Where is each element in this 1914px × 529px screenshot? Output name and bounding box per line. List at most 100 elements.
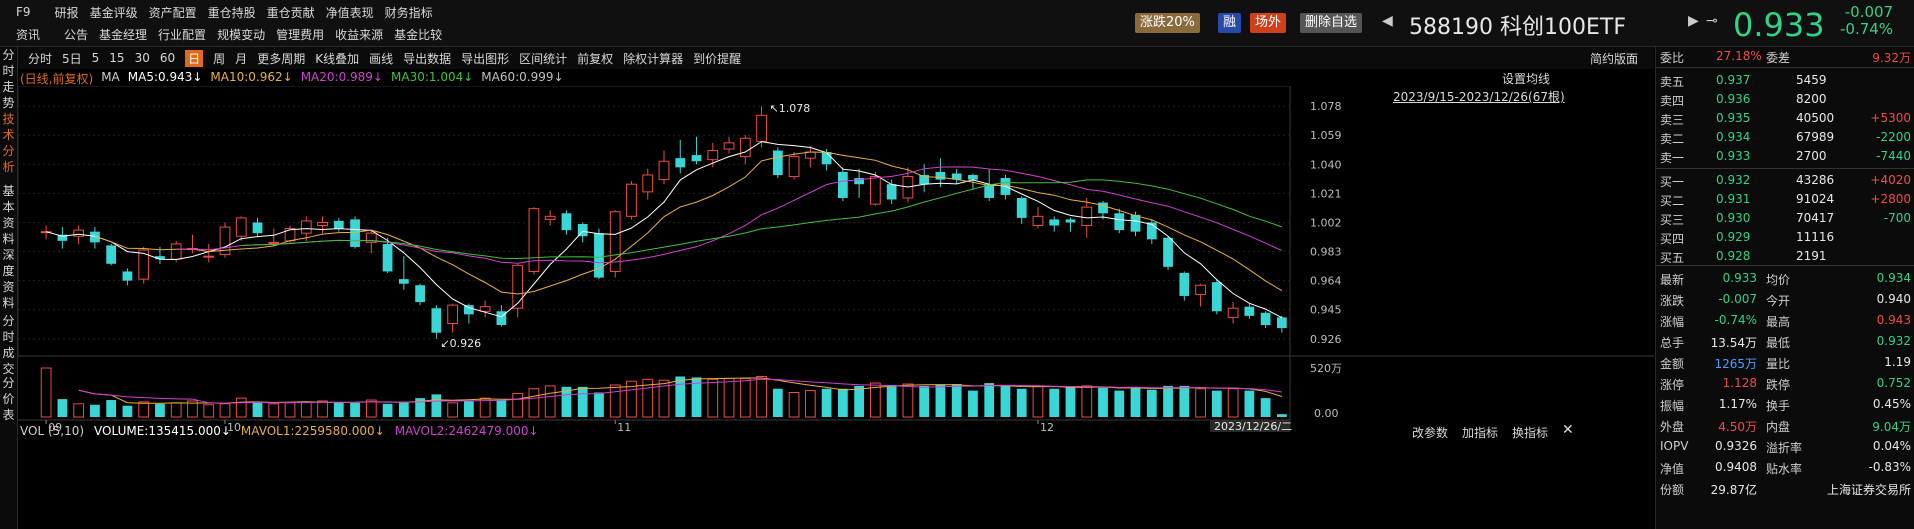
- change-params-button[interactable]: 改参数: [1412, 426, 1449, 440]
- tool-item[interactable]: 更多周期: [257, 51, 306, 66]
- volume-bar-up: [1032, 385, 1044, 418]
- ma30-line: [241, 179, 1283, 260]
- menu-item[interactable]: 管理费用: [276, 27, 325, 42]
- volume-value: VOLUME:135415.000↓: [94, 424, 231, 438]
- tool-item[interactable]: 5日: [62, 51, 82, 66]
- stat-value: 29.87亿: [1710, 483, 1757, 497]
- menu-item[interactable]: 重仓持股: [207, 5, 256, 20]
- security-code: 588190: [1409, 15, 1493, 40]
- tool-item[interactable]: 导出图形: [461, 51, 510, 66]
- volume-bars: 520万 0.00: [40, 362, 1342, 420]
- candle-body-down: [1114, 213, 1125, 231]
- nav-basic-info[interactable]: 基本资料: [2, 184, 15, 246]
- next-arrow-icon[interactable]: ▶: [1688, 13, 1699, 29]
- price-axis: 1.078 1.059 1.040 1.021 1.002 0.983 0.964 0.945…: [1310, 100, 1342, 346]
- volume-bar-up: [512, 392, 524, 418]
- tool-item[interactable]: 5: [91, 51, 100, 65]
- otc-tag[interactable]: 场外: [1250, 13, 1287, 33]
- stat-label: 振幅: [1660, 399, 1685, 413]
- nav-price-table[interactable]: 分价表: [2, 376, 15, 422]
- tool-item[interactable]: 月: [235, 51, 248, 66]
- menu-item[interactable]: F9: [16, 5, 31, 19]
- tool-item[interactable]: 60: [159, 51, 176, 65]
- kline-chart[interactable]: ↖1.078 ↙0.926 1.078 1.059 1.040 1.021 1.002 0.…: [18, 86, 1654, 529]
- price-change-block: -0.007 -0.74%: [1840, 4, 1893, 38]
- tool-item[interactable]: 区间统计: [519, 51, 568, 66]
- candle-body-up: [658, 160, 670, 181]
- menu-item[interactable]: 研报: [54, 5, 79, 20]
- volume-bar-down: [1049, 388, 1060, 417]
- stat-value: 1.19: [1884, 355, 1911, 369]
- volume-bar-down: [772, 388, 783, 417]
- candle-body-down: [577, 224, 588, 237]
- simple-layout-button[interactable]: 简约版面: [1590, 52, 1639, 66]
- candle-body-up: [235, 217, 247, 237]
- pin-icon[interactable]: ⊸: [1706, 13, 1718, 29]
- menu-item[interactable]: 行业配置: [158, 27, 207, 42]
- menu-item[interactable]: 基金评级: [89, 5, 138, 20]
- bid-change: +4020: [1870, 173, 1911, 187]
- volume-bar-down: [968, 390, 978, 417]
- volume-bar-down: [1211, 390, 1222, 417]
- ma-settings-button[interactable]: 设置均线: [1502, 72, 1551, 86]
- limit-tag[interactable]: 涨跌20%: [1135, 13, 1200, 33]
- ma-lines: ↖1.078 ↙0.926: [45, 102, 1283, 350]
- menu-item[interactable]: 基金比较: [394, 27, 443, 42]
- candle-body-down: [1163, 237, 1173, 267]
- tool-item[interactable]: 画线: [369, 51, 394, 66]
- volume-bar-down: [1114, 390, 1125, 417]
- bid-change: -700: [1883, 211, 1911, 225]
- price-tick: 1.040: [1310, 158, 1342, 171]
- swap-indicator-button[interactable]: 换指标: [1512, 426, 1549, 440]
- menu-item[interactable]: 资讯: [16, 27, 41, 42]
- menu-item[interactable]: 公告: [64, 27, 89, 42]
- volume-bar-down: [935, 384, 946, 417]
- nav-deep-info[interactable]: 深度资料: [2, 248, 15, 310]
- tool-item[interactable]: 分时: [28, 51, 53, 66]
- menu-item[interactable]: 财务指标: [384, 5, 433, 20]
- nav-intraday-trades[interactable]: 分时成交: [2, 314, 15, 376]
- volume-bar-down: [837, 388, 848, 417]
- stat-value: 0.943: [1876, 313, 1911, 327]
- menu-item[interactable]: 净值表现: [325, 5, 374, 20]
- candle-body-down: [1260, 312, 1271, 326]
- candle-body-down: [886, 184, 897, 200]
- nav-technical[interactable]: 技术分析: [2, 112, 15, 174]
- ma-legend: (日线,前复权) MA MA5:0.943↓ MA10:0.962↓ MA20:…: [20, 70, 572, 86]
- tool-item[interactable]: K线叠加: [315, 51, 360, 66]
- ask-volume: 67989: [1796, 130, 1835, 144]
- candle-body-down: [398, 279, 409, 284]
- remove-watchlist-button[interactable]: 删除自选: [1300, 13, 1363, 33]
- tool-item[interactable]: 30: [134, 51, 150, 65]
- menu-item[interactable]: 收益来源: [335, 27, 384, 42]
- tool-item[interactable]: 除权计算器: [623, 51, 684, 66]
- stat-label: 总手: [1660, 336, 1685, 350]
- tool-item[interactable]: 到价提醒: [693, 51, 742, 66]
- candle-body-up: [365, 232, 377, 243]
- menu-item[interactable]: 资产配置: [148, 5, 197, 20]
- bid-volume: 2191: [1796, 249, 1827, 263]
- ask-label: 卖二: [1660, 132, 1685, 146]
- stat-label: 贴水率: [1766, 462, 1803, 476]
- candle-body-up: [544, 215, 556, 220]
- close-icon[interactable]: ✕: [1562, 422, 1574, 438]
- volume-bar-up: [626, 380, 637, 418]
- price-tick: 1.078: [1310, 100, 1342, 113]
- menu-item[interactable]: 基金经理: [99, 27, 148, 42]
- tool-item-daily-active[interactable]: 日: [185, 49, 204, 67]
- menu-item[interactable]: 规模变动: [217, 27, 266, 42]
- candle-body-up: [219, 226, 231, 256]
- tool-item[interactable]: 导出数据: [403, 51, 452, 66]
- add-indicator-button[interactable]: 加指标: [1462, 426, 1499, 440]
- prev-arrow-icon[interactable]: ◀: [1382, 13, 1393, 29]
- tool-item[interactable]: 15: [109, 51, 125, 65]
- ask-price: 0.937: [1716, 73, 1751, 87]
- candle-body-up: [447, 304, 459, 325]
- stat-value: 1.128: [1722, 376, 1757, 390]
- menu-item[interactable]: 重仓贡献: [266, 5, 315, 20]
- tool-item[interactable]: 前复权: [577, 51, 614, 66]
- tool-item[interactable]: 周: [213, 51, 226, 66]
- margin-tag[interactable]: 融: [1218, 13, 1242, 33]
- nav-intraday[interactable]: 分时走势: [2, 48, 15, 110]
- stat-label: 最高: [1766, 315, 1791, 329]
